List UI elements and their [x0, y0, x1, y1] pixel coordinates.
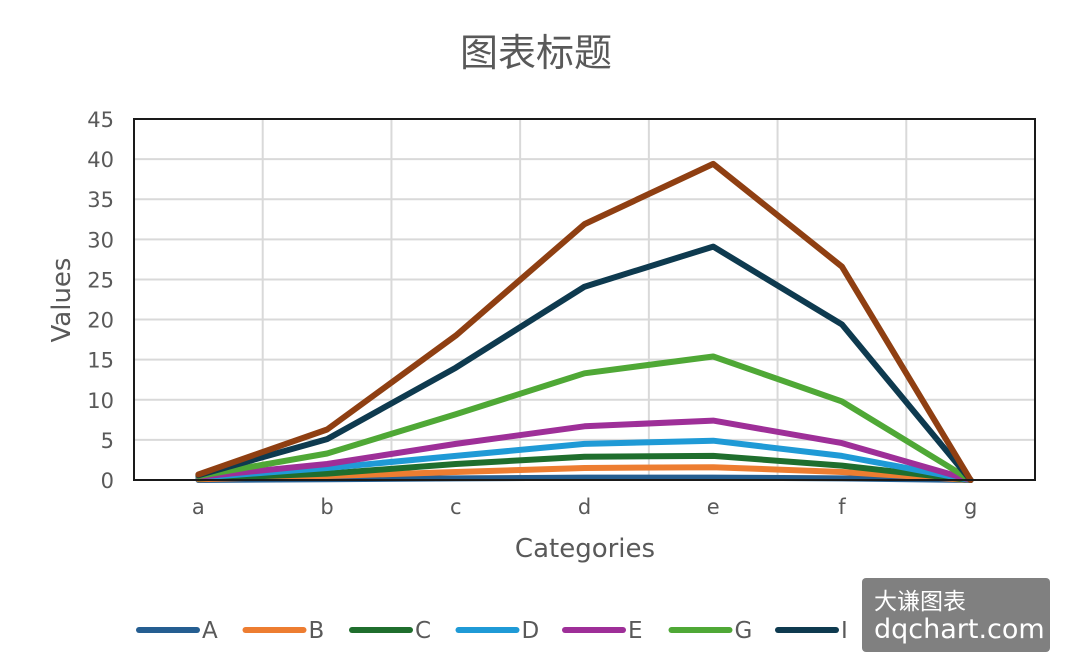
series-line-c [195, 452, 974, 483]
legend-label-i: I [841, 618, 848, 644]
y-tick-label: 15 [87, 349, 114, 373]
y-tick-label: 0 [101, 469, 114, 493]
chart-title: 图表标题 [460, 31, 612, 75]
watermark: 大谦图表 dqchart.com [862, 578, 1050, 652]
x-tick-label: a [192, 495, 205, 519]
series-layer [195, 160, 974, 483]
legend-label-e: E [628, 618, 643, 644]
legend-label-a: A [202, 618, 218, 644]
legend-label-g: G [735, 618, 753, 644]
y-tick-label: 25 [87, 268, 114, 292]
y-axis-ticks: 0 5 10 15 20 25 30 35 40 45 [87, 108, 114, 493]
x-tick-label: f [838, 495, 846, 519]
series-line-e [195, 417, 974, 483]
legend-label-b: B [309, 618, 325, 644]
series-line-i [195, 243, 974, 483]
y-tick-label: 5 [101, 429, 114, 453]
grid-layer [134, 118, 1035, 480]
y-tick-label: 40 [87, 148, 114, 172]
y-tick-label: 20 [87, 309, 114, 333]
x-tick-label: b [320, 495, 333, 519]
legend-label-c: C [415, 618, 431, 644]
y-tick-label: 30 [87, 228, 114, 252]
x-axis-title: Categories [515, 534, 655, 564]
watermark-line1: 大谦图表 [874, 589, 966, 615]
plot-area-border [133, 118, 1036, 481]
watermark-line2: dqchart.com [874, 614, 1045, 645]
y-tick-label: 35 [87, 188, 114, 212]
y-axis-title: Values [47, 258, 77, 343]
x-tick-label: d [578, 495, 591, 519]
series-line-g [195, 353, 974, 483]
x-tick-label: c [450, 495, 462, 519]
series-line-d [195, 437, 974, 483]
legend: ABCDEGIJ [136, 618, 954, 644]
x-tick-label: g [964, 495, 977, 519]
y-tick-label: 10 [87, 389, 114, 413]
x-tick-label: e [707, 495, 720, 519]
y-tick-label: 45 [87, 108, 114, 132]
x-axis-ticks: a b c d e f g [192, 495, 977, 519]
legend-label-d: D [522, 618, 540, 644]
series-line-j [195, 160, 974, 483]
